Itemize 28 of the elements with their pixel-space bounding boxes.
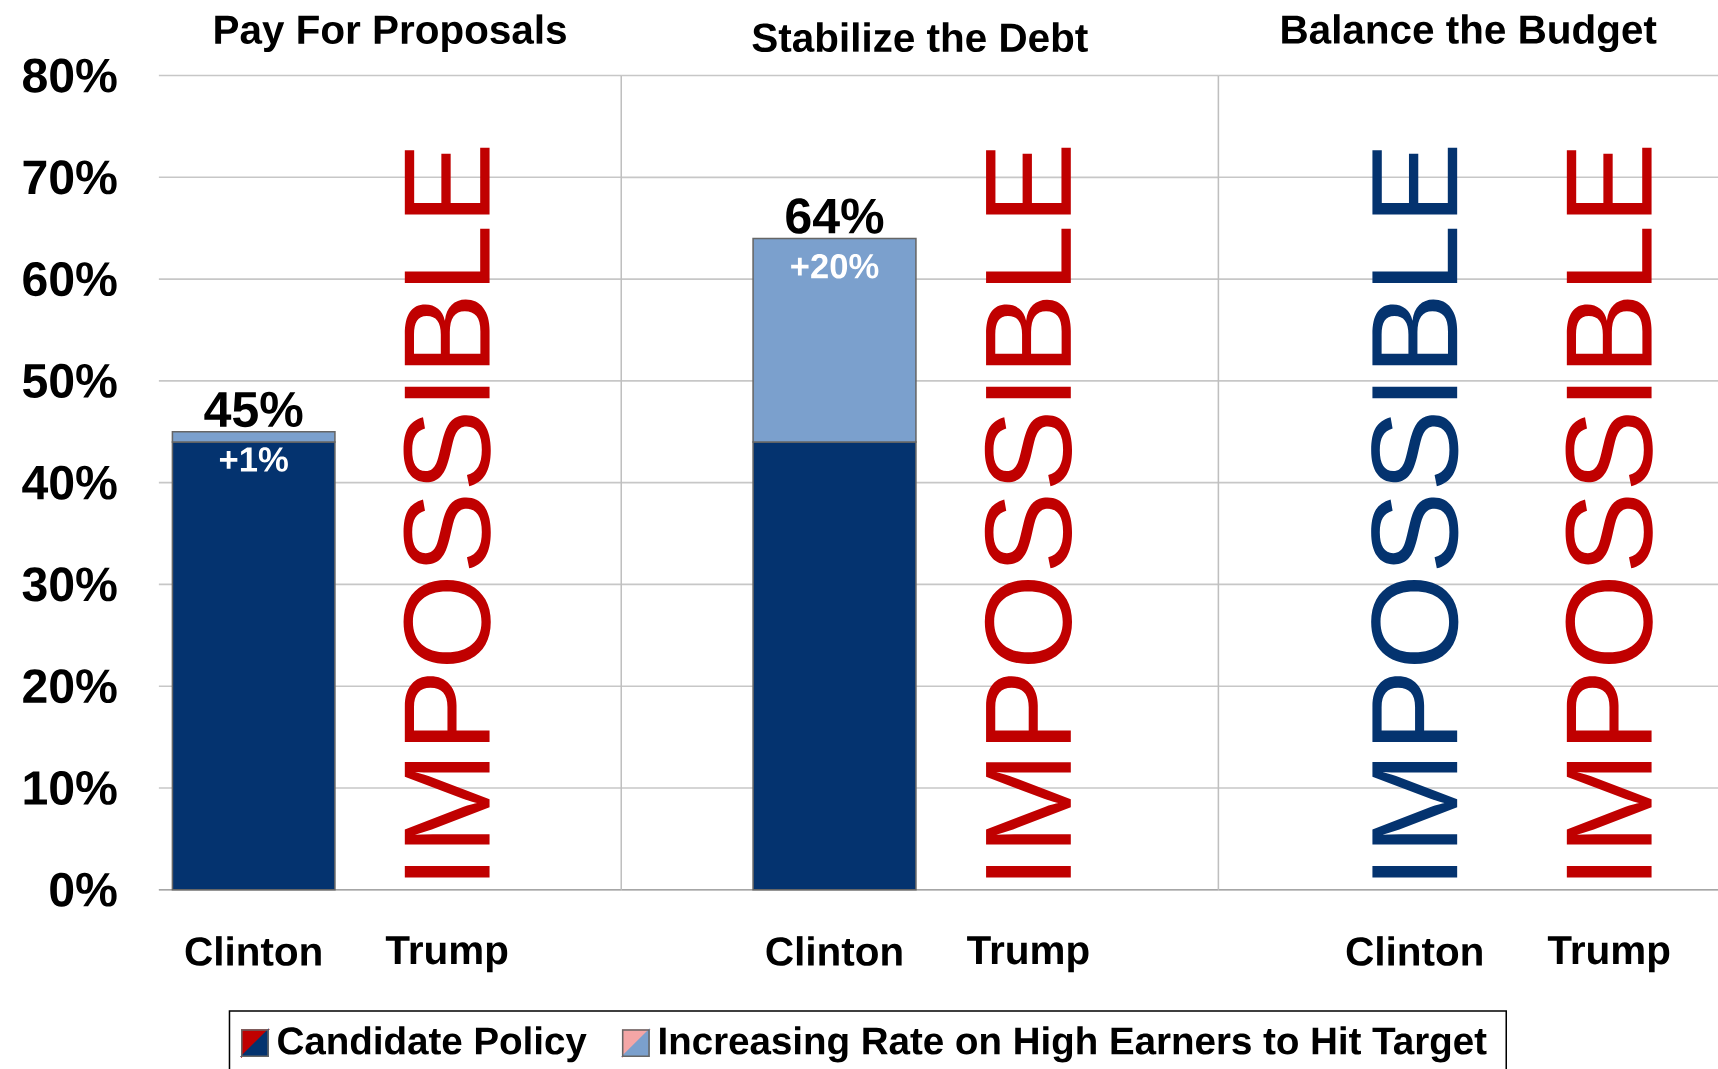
total-label: 64%: [786, 198, 884, 234]
x-tick-label: Trump: [967, 936, 1089, 973]
y-tick-label: 60%: [23, 261, 117, 296]
y-tick-label: 20%: [23, 668, 117, 704]
x-tick-label: Trump: [1547, 936, 1670, 973]
y-tick-label: 40%: [22, 465, 117, 500]
legend-label: Candidate Policy: [278, 1026, 587, 1063]
y-tick-label: 30%: [22, 567, 117, 602]
x-tick-label: Clinton: [766, 935, 902, 966]
x-tick-label: Clinton: [185, 935, 321, 966]
legend-label: Increasing Rate on High Earners to Hit Target: [660, 1026, 1487, 1063]
data-label: +20%: [791, 253, 879, 279]
y-tick-label: 70%: [23, 160, 117, 195]
y-tick-label: 50%: [23, 363, 117, 398]
y-tick-label: 80%: [23, 58, 117, 93]
x-tick-label: Trump: [385, 936, 508, 973]
annotation: IMPOSSIBLE: [403, 147, 491, 878]
annotation: IMPOSSIBLE: [984, 147, 1073, 878]
chart-title: Pay For Proposals: [215, 14, 566, 52]
chart-title: Balance the Budget: [1282, 14, 1657, 52]
annotation: IMPOSSIBLE: [1565, 147, 1653, 878]
annotation: IMPOSSIBLE: [1371, 147, 1459, 878]
chart-title: Stabilize the Debt: [752, 22, 1088, 52]
y-tick-label: 10%: [24, 770, 117, 805]
data-label: +1%: [219, 447, 288, 472]
y-tick-label: 0%: [50, 872, 117, 907]
x-tick-label: Clinton: [1346, 935, 1482, 966]
total-label: 45%: [204, 391, 303, 427]
